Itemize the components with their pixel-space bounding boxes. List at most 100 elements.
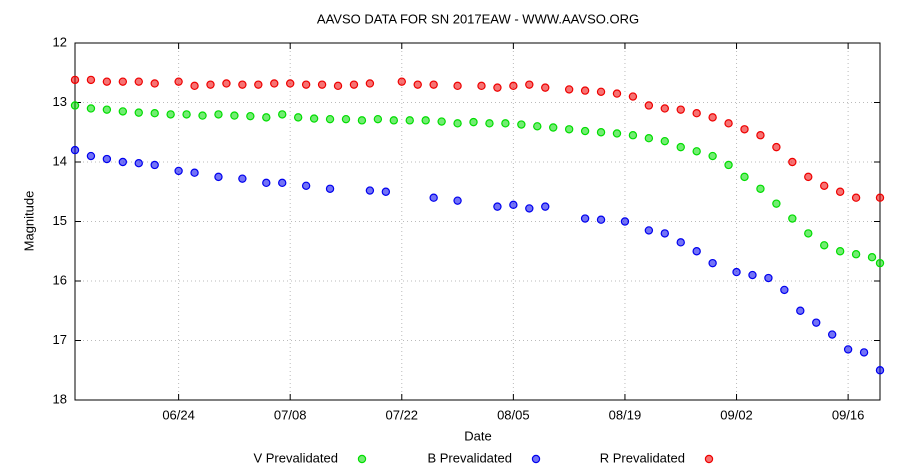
- data-point: [150, 79, 159, 88]
- data-point: [102, 154, 112, 164]
- data-point: [102, 77, 112, 86]
- data-point: [134, 158, 143, 168]
- data-point: [612, 89, 622, 98]
- data-point: [875, 258, 885, 268]
- data-point: [564, 85, 574, 94]
- data-point: [166, 110, 175, 119]
- data-point: [341, 114, 351, 124]
- data-point: [859, 348, 869, 357]
- data-point: [365, 186, 375, 195]
- data-point: [851, 193, 861, 202]
- data-point: [708, 113, 717, 122]
- data-point: [644, 101, 654, 110]
- data-point: [333, 81, 343, 91]
- x-axis-label: Date: [464, 428, 491, 443]
- data-point: [827, 330, 837, 339]
- data-point: [357, 116, 367, 125]
- data-point: [278, 178, 287, 188]
- y-tick-label: 15: [53, 213, 67, 228]
- data-point: [365, 79, 375, 88]
- data-point: [285, 79, 295, 88]
- data-point: [453, 119, 462, 128]
- chart-title: AAVSO DATA FOR SN 2017EAW - WWW.AAVSO.OR…: [317, 11, 639, 26]
- x-tick-label: 09/02: [720, 407, 753, 422]
- data-point: [780, 285, 789, 295]
- data-point: [612, 129, 622, 138]
- data-point: [580, 214, 590, 223]
- data-point: [86, 75, 96, 85]
- data-point: [796, 306, 805, 315]
- x-tick-label: 08/05: [497, 407, 530, 422]
- y-axis-label: Magnitude: [21, 191, 36, 252]
- data-point: [835, 187, 845, 196]
- data-point: [493, 83, 502, 92]
- data-point: [620, 217, 630, 226]
- data-point: [676, 238, 685, 247]
- data-point: [564, 125, 574, 134]
- data-point: [851, 250, 861, 259]
- data-point: [222, 79, 231, 88]
- data-point: [676, 142, 685, 152]
- data-point: [772, 142, 781, 152]
- data-point: [230, 111, 239, 120]
- data-point: [756, 184, 765, 193]
- data-point: [788, 214, 797, 223]
- data-point: [708, 151, 717, 161]
- data-point: [214, 110, 223, 119]
- legend-label: V Prevalidated: [253, 450, 338, 465]
- data-point: [317, 80, 327, 89]
- data-point: [660, 104, 670, 113]
- data-point: [254, 80, 263, 89]
- data-point: [732, 267, 741, 277]
- legend-marker: [357, 454, 367, 464]
- data-point: [493, 202, 502, 211]
- x-tick-label: 07/22: [386, 407, 419, 422]
- data-point: [325, 184, 335, 193]
- data-point: [246, 111, 255, 121]
- data-point: [644, 226, 654, 235]
- x-tick-label: 08/19: [609, 407, 642, 422]
- data-point: [580, 126, 590, 136]
- plot-frame: [74, 42, 881, 401]
- data-point: [174, 166, 183, 176]
- data-point: [843, 345, 853, 354]
- x-tick-label: 06/24: [162, 407, 195, 422]
- data-point: [740, 125, 749, 134]
- data-point: [660, 229, 670, 238]
- data-point: [413, 80, 422, 89]
- data-point: [820, 181, 829, 190]
- data-point: [835, 247, 845, 256]
- data-point: [804, 229, 813, 238]
- data-point: [150, 160, 159, 170]
- data-point: [477, 81, 486, 91]
- data-point: [301, 80, 311, 89]
- data-point: [469, 117, 478, 127]
- data-point: [509, 200, 518, 210]
- data-point: [596, 128, 606, 137]
- data-point: [262, 113, 271, 122]
- data-point: [580, 86, 590, 95]
- data-point: [596, 87, 606, 96]
- data-point: [70, 101, 80, 110]
- data-point: [309, 114, 319, 123]
- data-point: [453, 196, 462, 205]
- data-point: [214, 172, 223, 182]
- data-point: [405, 116, 414, 125]
- data-point: [86, 104, 96, 113]
- data-point: [397, 77, 406, 86]
- data-point: [270, 79, 279, 88]
- data-point: [748, 270, 757, 280]
- data-point: [533, 122, 542, 131]
- data-point: [198, 111, 207, 120]
- data-point: [70, 145, 80, 155]
- data-point: [86, 151, 96, 161]
- y-tick-label: 16: [53, 272, 67, 287]
- data-point: [238, 80, 247, 89]
- legend-label: R Prevalidated: [600, 450, 685, 465]
- legend-label: B Prevalidated: [427, 450, 512, 465]
- y-tick-label: 18: [53, 391, 67, 406]
- data-point: [820, 241, 829, 250]
- data-point: [325, 114, 335, 124]
